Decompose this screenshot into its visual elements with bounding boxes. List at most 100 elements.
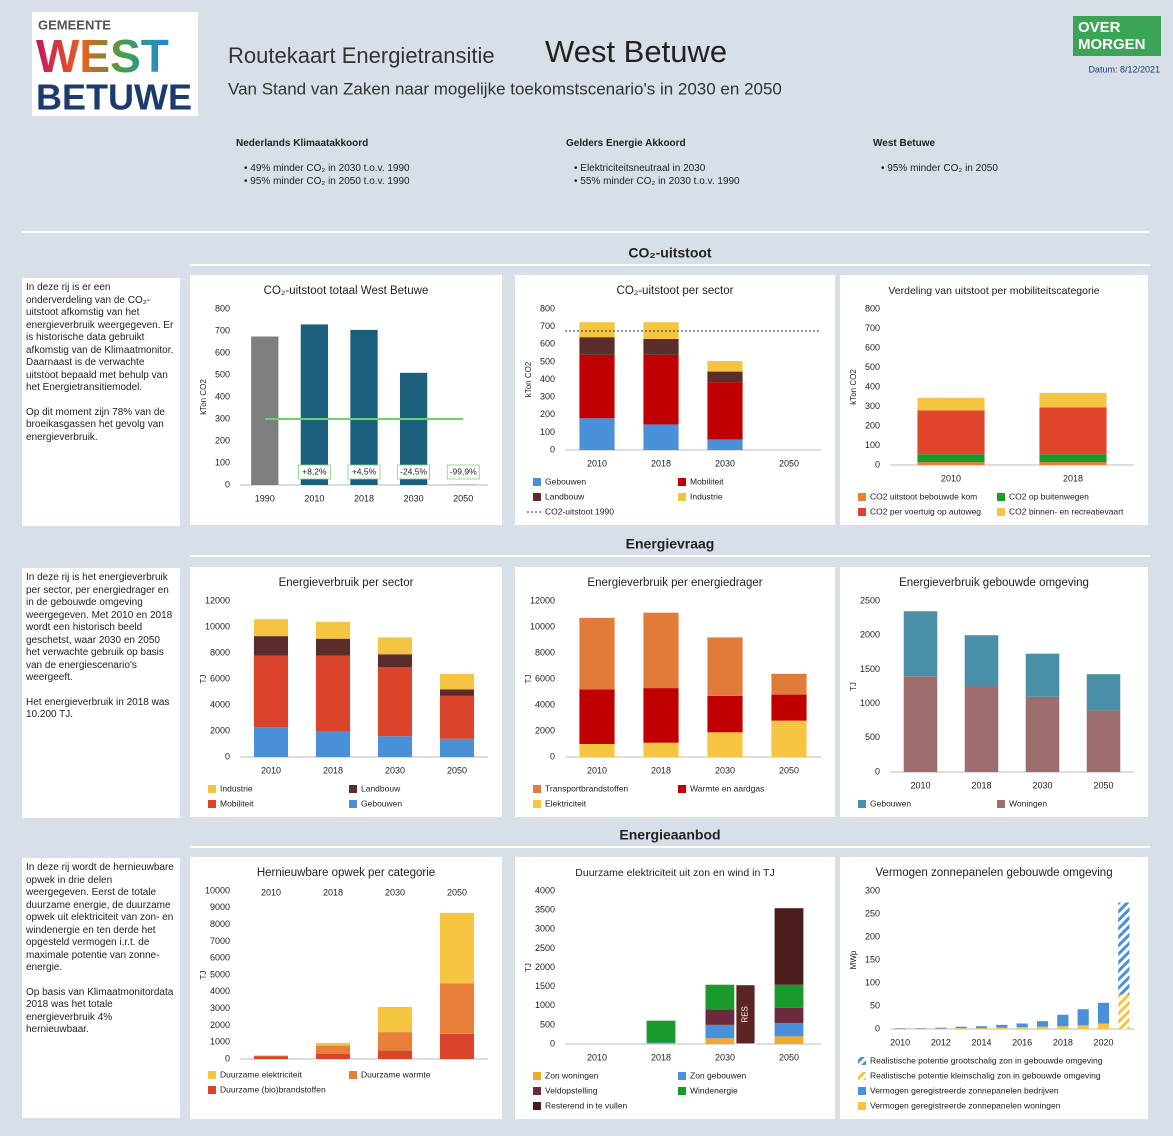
bar-segment [315, 655, 351, 731]
x-tick-label: 2030 [385, 887, 405, 897]
bar-segment [707, 637, 743, 696]
y-tick-label: 100 [540, 427, 555, 437]
legend-swatch [858, 1057, 866, 1065]
goal-item: • 95% minder CO₂ in 2050 t.o.v. 1990 [244, 176, 410, 187]
section-title: Energievraag [626, 536, 715, 552]
y-tick-label: 4000 [210, 699, 230, 709]
change-label: -24,5% [400, 466, 427, 476]
legend-swatch [349, 785, 357, 793]
y-tick-label: 2000 [535, 962, 555, 972]
bar [300, 324, 329, 485]
x-tick-label: 2050 [779, 1052, 799, 1062]
bar-segment [1077, 1009, 1089, 1026]
y-tick-label: 2000 [535, 725, 555, 735]
legend-label: Woningen [1009, 798, 1047, 808]
chart-title: CO₂-uitstoot per sector [617, 285, 734, 297]
bar-segment [903, 676, 938, 772]
y-tick-label: 2000 [860, 630, 880, 640]
bar-segment [643, 338, 679, 355]
y-tick-label: 8000 [210, 919, 230, 929]
y-tick-label: 1000 [860, 698, 880, 708]
bar-segment [707, 371, 743, 383]
change-label-box [297, 464, 331, 480]
y-tick-label: 6000 [210, 673, 230, 683]
bar-segment [917, 410, 985, 455]
bar-segment [774, 1022, 804, 1037]
legend-label: CO2-uitstoot 1990 [545, 506, 614, 516]
goal-item: • 55% minder CO₂ in 2030 t.o.v. 1990 [574, 176, 740, 187]
legend-label: Vermogen geregistreerde zonnepanelen won… [870, 1100, 1061, 1110]
goal: Nederlands Klimaatakkoord • 49% minder C… [236, 138, 536, 189]
y-tick-label: 8000 [535, 647, 555, 657]
x-tick-label: 2050 [779, 458, 799, 468]
logo-middle: WEST [36, 30, 169, 82]
x-tick-label: 2010 [261, 887, 281, 897]
x-tick-label: 2018 [651, 458, 671, 468]
bar-segment [579, 744, 615, 757]
x-tick-label: 2012 [931, 1037, 951, 1047]
bar-segment [643, 688, 679, 743]
note: In deze rij is er een onderverdeling van… [22, 278, 180, 526]
y-axis-label: TJ [849, 682, 858, 691]
bar-segment [705, 1009, 735, 1025]
goal-item: • Elektriciteitsneutraal in 2030 [574, 163, 706, 174]
legend-label: Gebouwen [870, 798, 911, 808]
note-text: Op basis van Klimaatmonitordata 2018 was… [26, 986, 174, 1036]
legend-swatch [858, 493, 866, 501]
legend-swatch [349, 800, 357, 808]
x-tick-label: 1990 [255, 493, 275, 503]
bar-segment [707, 732, 743, 757]
bar-segment [377, 736, 413, 757]
bar-segment [1057, 1026, 1069, 1029]
extra-bar-label: RES [741, 1006, 750, 1022]
note-text: Op dit moment zijn 78% van de broeikasga… [26, 406, 165, 443]
y-axis-label: kTon CO2 [199, 379, 208, 415]
bar-segment [643, 612, 679, 689]
y-tick-label: 2500 [860, 595, 880, 605]
y-tick-label: 0 [225, 751, 230, 761]
logo-box [32, 12, 198, 116]
x-tick-label: 2018 [971, 780, 991, 790]
x-tick-label: 2010 [587, 765, 607, 775]
goal-title: West Betuwe [873, 138, 936, 149]
section-title: Energieaanbod [619, 827, 720, 843]
section-title: CO₂-uitstoot [628, 245, 712, 261]
legend-swatch [208, 1071, 216, 1079]
legend-swatch [678, 493, 686, 501]
date: Datum: 8/12/2021 [1088, 64, 1160, 74]
legend-swatch [997, 800, 1005, 808]
y-tick-label: 4000 [535, 885, 555, 895]
bar-segment [315, 1053, 351, 1059]
legend-label: Vermogen geregistreerde zonnepanelen bed… [870, 1085, 1059, 1095]
y-tick-label: 10000 [205, 885, 230, 895]
bar-segment [996, 1027, 1008, 1029]
x-tick-label: 2030 [1032, 780, 1052, 790]
goal-text: 55% minder CO₂ in 2030 t.o.v. 1990 [580, 176, 740, 187]
bar-segment [439, 912, 475, 984]
bar-segment [1036, 1026, 1049, 1029]
legend-swatch [678, 1072, 686, 1080]
x-tick-label: 2010 [587, 458, 607, 468]
bar-segment [315, 1043, 351, 1046]
goal-text: 95% minder CO₂ in 2050 t.o.v. 1990 [250, 176, 410, 187]
bar-segment [955, 1028, 967, 1029]
bar-segment [705, 1038, 735, 1044]
chart-title: Energieverbruik gebouwde omgeving [899, 577, 1089, 589]
y-tick-label: 1000 [210, 1037, 230, 1047]
bar-segment [707, 382, 743, 440]
y-tick-label: 0 [225, 479, 230, 489]
bar-segment [646, 1042, 676, 1044]
legend-swatch [858, 1072, 866, 1080]
bar-segment [964, 635, 999, 687]
legend-swatch [678, 478, 686, 486]
x-tick-label: 2050 [447, 765, 467, 775]
goal-text: 95% minder CO₂ in 2050 [887, 163, 998, 174]
bar-segment [579, 322, 615, 338]
bar-segment [1086, 710, 1121, 772]
legend-label: Transportbrandstoffen [545, 783, 628, 793]
y-tick-label: 2500 [535, 943, 555, 953]
bar-segment [1016, 1023, 1028, 1028]
legend-label: Duurzame (bio)brandstoffen [220, 1084, 326, 1094]
